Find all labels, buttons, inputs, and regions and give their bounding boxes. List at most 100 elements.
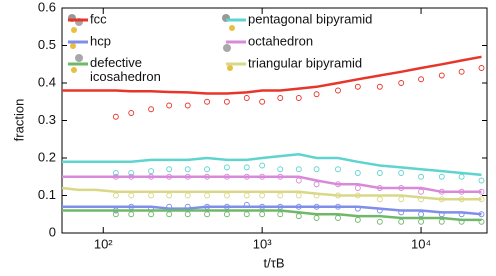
data-point — [313, 91, 320, 98]
data-point — [148, 192, 155, 199]
data-point — [166, 102, 173, 109]
data-point — [243, 211, 250, 218]
data-point — [243, 192, 250, 199]
data-point — [418, 211, 425, 218]
data-point — [354, 83, 361, 90]
data-point — [354, 170, 361, 176]
data-point — [128, 211, 135, 218]
data-point — [148, 168, 155, 175]
y-tick-label: 0.2 — [38, 149, 56, 164]
series-line — [62, 175, 482, 194]
series-line — [62, 209, 482, 222]
data-point — [259, 192, 266, 199]
legend-label: octahedron — [248, 33, 313, 48]
data-point — [184, 192, 191, 199]
y-tick-label: 0.4 — [38, 74, 56, 89]
x-tick-label: 10⁴ — [411, 236, 431, 251]
y-tick-label: 0.3 — [38, 112, 56, 127]
data-point — [295, 177, 302, 184]
data-point — [277, 211, 284, 218]
data-point — [438, 72, 445, 79]
data-point — [335, 166, 341, 173]
data-point — [204, 192, 211, 199]
x-tick-label: 10³ — [253, 236, 272, 251]
data-point — [112, 211, 119, 218]
data-point — [184, 211, 191, 218]
y-tick-label: 0.1 — [38, 187, 56, 202]
data-point — [166, 211, 173, 218]
legend-label: defective icosahedron — [90, 55, 161, 84]
data-point — [166, 192, 173, 199]
data-point — [128, 170, 135, 176]
data-point — [277, 166, 284, 173]
data-point — [458, 68, 465, 75]
data-point — [376, 83, 383, 90]
data-point — [335, 87, 341, 94]
data-point — [259, 211, 266, 218]
data-point — [376, 196, 383, 203]
data-point — [418, 173, 425, 180]
data-point — [112, 113, 119, 120]
data-point — [354, 216, 361, 223]
data-point — [223, 192, 230, 199]
data-point — [458, 173, 465, 180]
data-point — [354, 185, 361, 191]
y-tick-label: 0.6 — [38, 0, 56, 14]
y-tick-label: 0.5 — [38, 37, 56, 52]
series-line — [61, 186, 482, 201]
data-point — [128, 192, 135, 199]
data-point — [204, 211, 211, 218]
legend-label: fcc — [90, 11, 107, 26]
data-point — [243, 95, 250, 101]
data-point — [376, 170, 383, 176]
series-line — [62, 55, 482, 95]
data-point — [223, 98, 230, 105]
legend-label: hcp — [90, 33, 111, 48]
data-point — [184, 102, 191, 109]
data-point — [259, 98, 266, 105]
data-point — [313, 215, 320, 221]
data-point — [223, 164, 230, 171]
data-point — [398, 170, 405, 176]
y-tick-label: 0 — [49, 224, 56, 239]
data-point — [112, 170, 119, 176]
data-point — [418, 76, 425, 83]
data-point — [184, 166, 191, 173]
data-point — [204, 166, 211, 173]
legend-label: pentagonal bipyramid — [248, 11, 372, 26]
data-point — [478, 65, 485, 71]
data-point — [418, 188, 425, 195]
data-point — [398, 196, 405, 203]
data-point — [204, 98, 211, 105]
data-point — [418, 218, 425, 225]
data-point — [277, 95, 284, 101]
data-point — [335, 215, 341, 221]
data-point — [438, 218, 445, 225]
data-point — [398, 218, 405, 225]
data-point — [148, 211, 155, 218]
data-point — [112, 192, 119, 199]
data-point — [166, 166, 173, 173]
data-point — [295, 95, 302, 101]
x-tick-label: 10² — [94, 236, 113, 251]
data-point — [313, 181, 320, 188]
data-point — [243, 164, 250, 171]
y-axis-label: fraction — [11, 99, 26, 142]
data-point — [148, 106, 155, 113]
data-point — [398, 80, 405, 86]
data-point — [313, 166, 320, 173]
data-point — [259, 162, 266, 169]
legend-label: triangular bipyramid — [248, 55, 362, 70]
x-axis-label: t/τB — [263, 255, 284, 270]
series-line — [62, 153, 482, 177]
data-point — [438, 173, 445, 180]
data-point — [128, 110, 135, 116]
data-point — [295, 166, 302, 173]
data-point — [295, 192, 302, 199]
data-point — [295, 213, 302, 220]
data-point — [478, 177, 485, 184]
data-point — [376, 218, 383, 225]
data-point — [277, 192, 284, 199]
